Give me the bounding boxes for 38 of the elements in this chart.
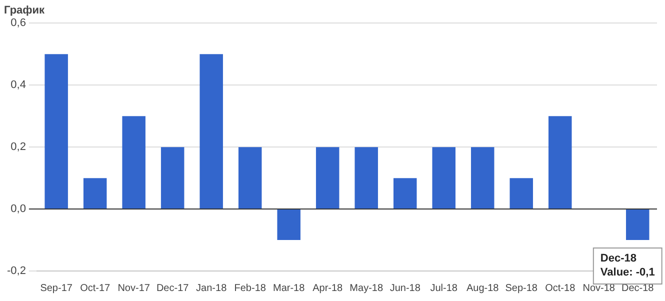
y-tick-label: -0,2 <box>6 265 26 278</box>
bar <box>548 116 572 209</box>
x-tick-label: Dec-17 <box>156 282 190 294</box>
bar <box>200 54 223 209</box>
y-tick-label: 0,6 <box>10 17 26 30</box>
bar <box>122 116 146 209</box>
bar <box>510 178 533 209</box>
bar <box>277 210 300 240</box>
x-tick-label: Nov-17 <box>118 282 150 294</box>
x-tick-label: Feb-18 <box>234 282 266 294</box>
x-tick-label: Aug-18 <box>466 282 500 294</box>
bar <box>316 147 340 209</box>
bar <box>83 178 107 209</box>
x-tick-label: Nov-18 <box>582 282 616 294</box>
x-tick-label: Mar-18 <box>273 282 306 294</box>
x-tick-label: Jan-18 <box>196 282 228 294</box>
bar <box>44 54 68 209</box>
bar <box>354 147 378 209</box>
x-tick-label: Oct-17 <box>80 282 111 294</box>
x-tick-label: Sep-18 <box>505 282 538 294</box>
x-tick-label: Sep-17 <box>40 282 73 294</box>
x-tick-label: Jun-18 <box>390 282 421 294</box>
bar <box>432 147 456 209</box>
x-tick-label: Apr-18 <box>312 282 344 294</box>
x-tick-label: May-18 <box>350 282 384 294</box>
bar <box>160 147 184 209</box>
x-tick-label: Dec-18 <box>622 282 654 294</box>
bar <box>238 147 262 209</box>
y-tick-label: 0,4 <box>10 79 26 92</box>
bar <box>393 178 417 209</box>
annotation: Dec-18 Value: -0,1 <box>600 252 655 279</box>
chart-title: График <box>4 4 46 17</box>
x-tick-label: Oct-18 <box>545 282 576 294</box>
y-tick-label: 0,2 <box>10 141 26 154</box>
bar <box>470 147 494 209</box>
bar <box>626 210 650 240</box>
x-tick-label: Jul-18 <box>430 282 458 294</box>
y-tick-label: 0,0 <box>10 203 26 216</box>
